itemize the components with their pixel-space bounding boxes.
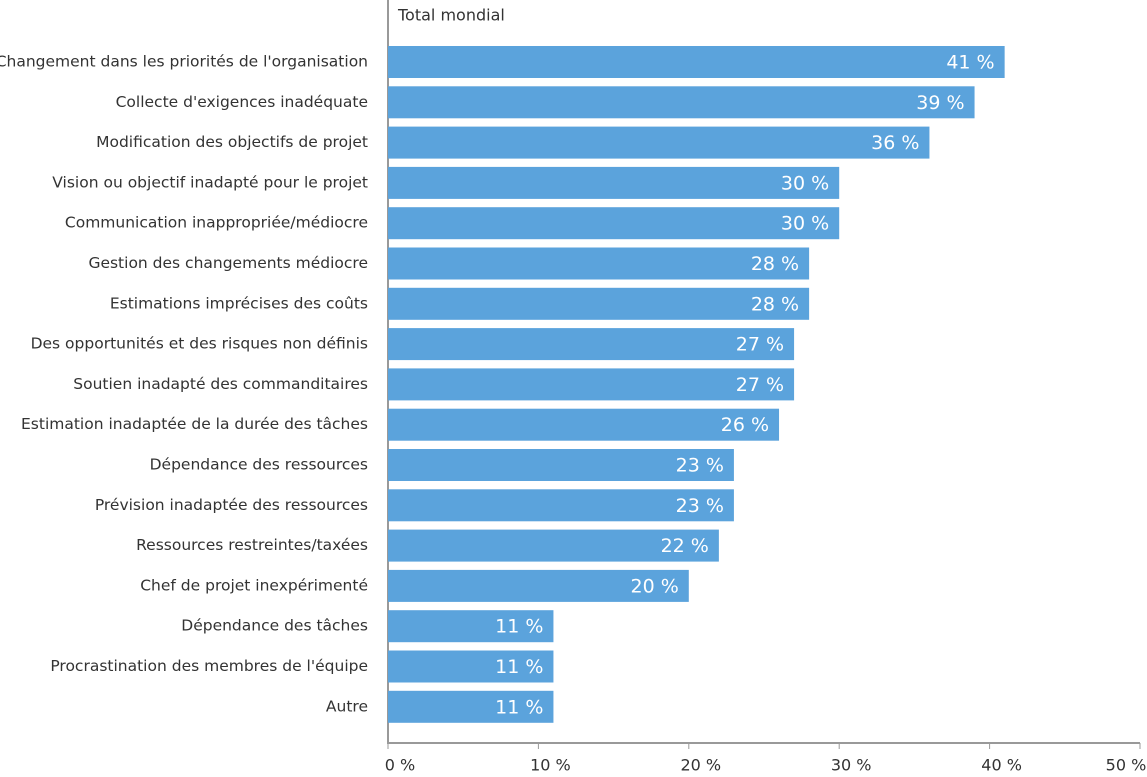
y-tick-label: Dépendance des tâches: [181, 617, 368, 635]
y-tick-label: Estimations imprécises des coûts: [110, 294, 368, 312]
y-tick-label: Modification des objectifs de projet: [96, 133, 368, 151]
bar: [388, 207, 840, 240]
value-label: 30 %: [781, 213, 829, 235]
value-label: 27 %: [736, 374, 784, 396]
y-tick-label: Prévision inadaptée des ressources: [95, 496, 368, 514]
value-label: 28 %: [751, 293, 799, 315]
bar: [388, 86, 975, 119]
y-tick-label: Autre: [326, 697, 368, 715]
y-tick-label: Changement dans les priorités de l'organ…: [0, 53, 368, 71]
y-tick-label: Vision ou objectif inadapté pour le proj…: [52, 173, 368, 191]
value-label: 11 %: [495, 616, 543, 638]
y-tick-label: Estimation inadaptée de la durée des tâc…: [21, 415, 368, 433]
value-label: 23 %: [676, 495, 724, 517]
bar: [388, 610, 554, 643]
y-tick-label: Soutien inadapté des commanditaires: [73, 375, 368, 393]
bar: [388, 449, 734, 481]
value-label: 23 %: [676, 455, 724, 477]
bar: [388, 489, 734, 522]
value-label: 26 %: [721, 414, 769, 436]
y-tick-label: Collecte d'exigences inadéquate: [116, 93, 368, 111]
bar: [388, 126, 930, 159]
chart-title: Total mondial: [397, 6, 505, 25]
value-label: 36 %: [871, 132, 919, 154]
bar: [388, 46, 1005, 78]
x-tick-label: 40 %: [981, 756, 1022, 774]
bar: [388, 529, 719, 562]
value-label: 20 %: [631, 575, 679, 597]
x-tick-label: 10 %: [530, 756, 571, 774]
bar: [388, 368, 795, 401]
bar: [388, 690, 554, 723]
y-tick-label: Communication inappropriée/médiocre: [65, 214, 368, 232]
value-label: 11 %: [495, 656, 543, 678]
value-label: 22 %: [661, 535, 709, 557]
y-tick-label: Des opportunités et des risques non défi…: [31, 335, 368, 353]
y-tick-label: Ressources restreintes/taxées: [136, 536, 368, 554]
bar: [388, 569, 689, 602]
y-tick-label: Procrastination des membres de l'équipe: [50, 657, 368, 675]
value-label: 30 %: [781, 172, 829, 194]
value-label: 41 %: [946, 52, 994, 74]
value-label: 11 %: [495, 696, 543, 718]
x-tick-label: 30 %: [831, 756, 872, 774]
bar: [388, 287, 810, 320]
x-tick-label: 0 %: [385, 756, 415, 774]
bar: [388, 328, 795, 361]
x-tick-label: 50 %: [1106, 756, 1147, 774]
bar: [388, 650, 554, 683]
bar: [388, 408, 780, 441]
y-tick-label: Gestion des changements médiocre: [88, 254, 368, 272]
bar: [388, 247, 810, 280]
value-label: 39 %: [916, 92, 964, 114]
value-label: 28 %: [751, 253, 799, 275]
x-tick-label: 20 %: [680, 756, 721, 774]
y-tick-label: Dépendance des ressources: [150, 456, 368, 474]
bar: [388, 166, 840, 199]
y-tick-label: Chef de projet inexpérimenté: [140, 576, 368, 594]
value-label: 27 %: [736, 334, 784, 356]
